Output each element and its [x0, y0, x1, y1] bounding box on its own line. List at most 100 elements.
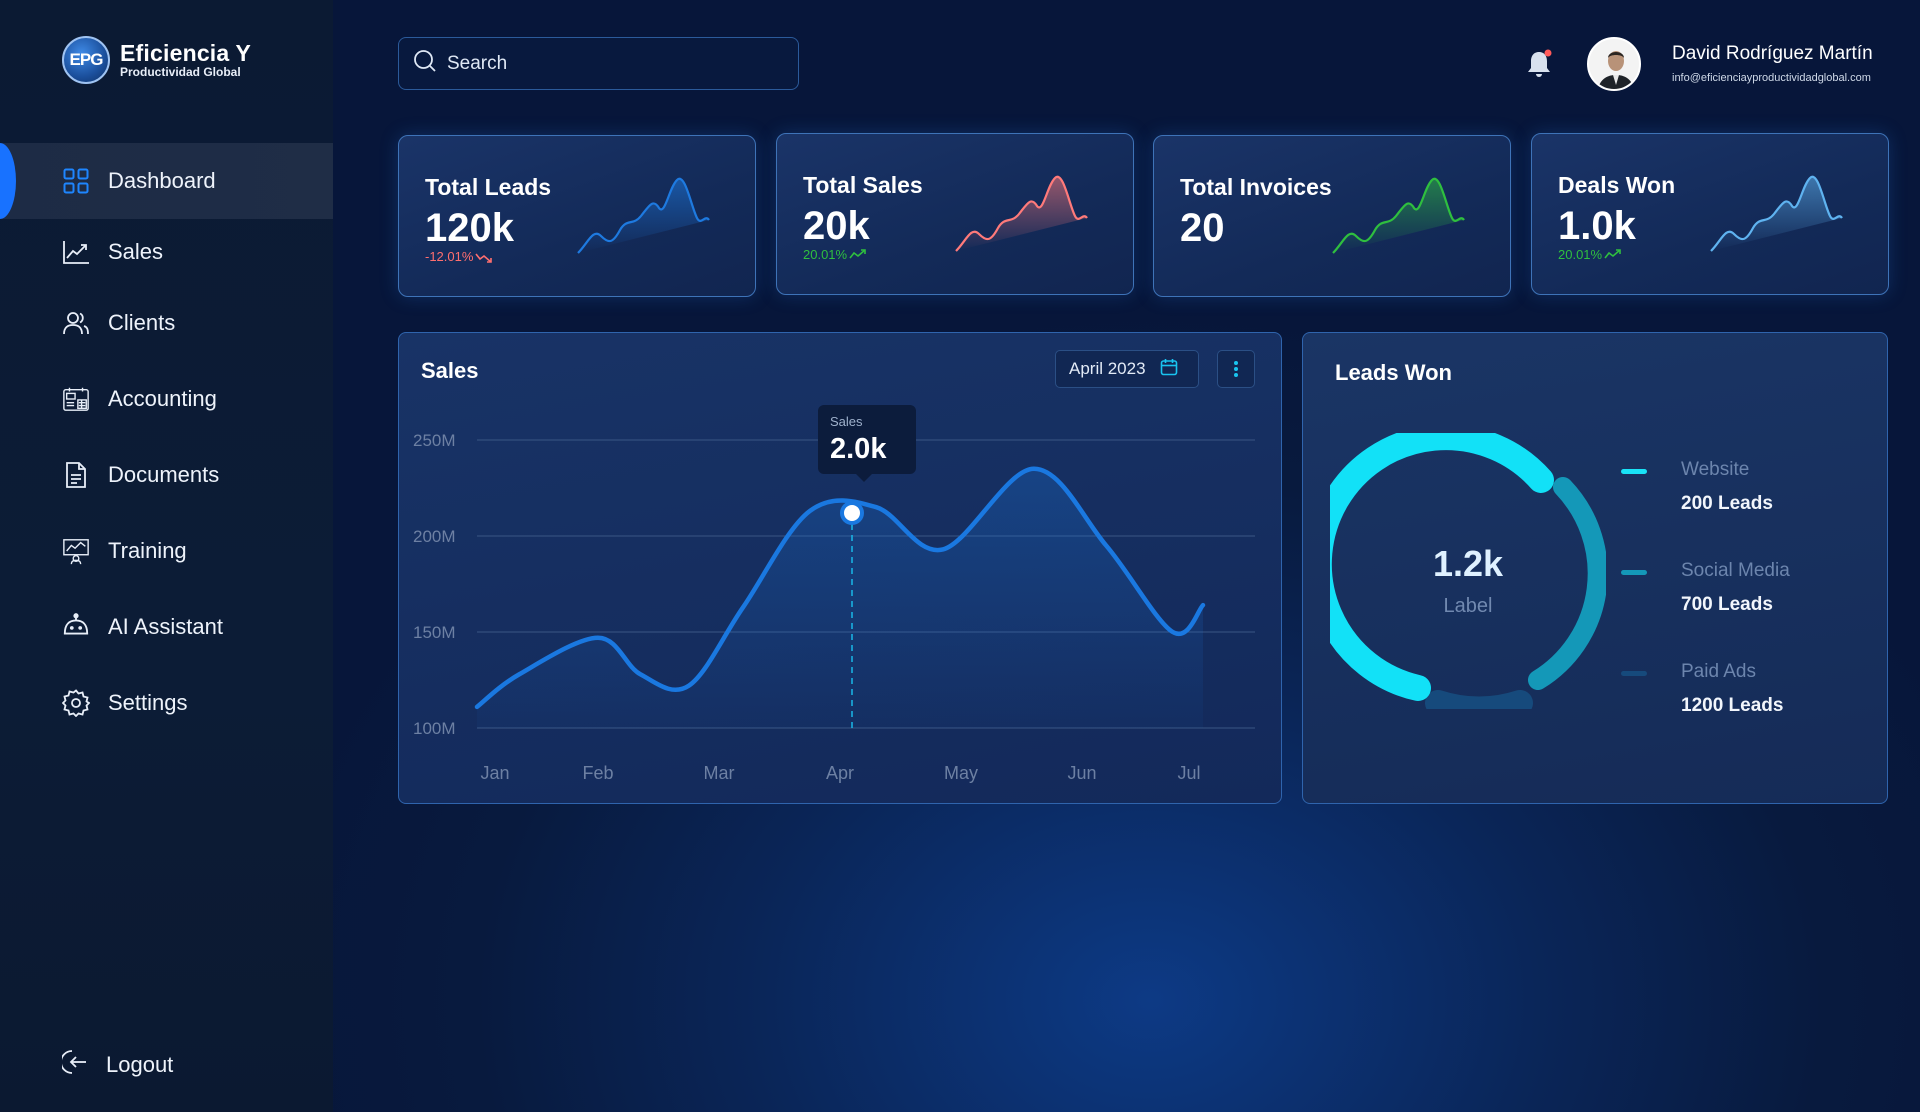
y-tick-label: 250M — [413, 431, 456, 450]
kpi-card-total-invoices[interactable]: Total Invoices 20 — [1153, 135, 1511, 297]
kpi-value: 20 — [1180, 206, 1225, 250]
sidebar-item-training[interactable]: Training — [0, 513, 333, 589]
chart-tooltip: Sales 2.0k — [818, 405, 916, 482]
x-tick-label: Jul — [1177, 763, 1200, 783]
notification-bell[interactable] — [1524, 48, 1554, 80]
y-tick-label: 200M — [413, 527, 456, 546]
sales-chart-panel: 250M 200M 150M 100M Jan Feb Mar Apr May Jun Jul S… — [398, 332, 1282, 804]
kpi-value: 20k — [803, 204, 870, 248]
leads-won-panel: Leads Won 1.2k Label Website 200 Leads S… — [1302, 332, 1888, 804]
trend-chart-icon — [62, 238, 90, 266]
sidebar-item-label: Clients — [108, 310, 176, 335]
sidebar-item-label: Documents — [108, 462, 220, 487]
sidebar-item-sales[interactable]: Sales — [0, 219, 333, 285]
kpi-title: Deals Won — [1558, 172, 1676, 198]
sidebar-item-ai-assistant[interactable]: AI Assistant — [0, 589, 333, 665]
sidebar-item-settings[interactable]: Settings — [0, 665, 333, 741]
users-icon — [62, 309, 90, 337]
brand-logo[interactable]: EPG Eficiencia Y Productividad Global — [62, 36, 251, 84]
donut-center-label: Label — [1443, 595, 1493, 617]
sidebar: EPG Eficiencia Y Productividad Global Da… — [0, 0, 333, 1112]
sidebar-item-label: AI Assistant — [108, 614, 223, 639]
tooltip-label: Sales — [830, 414, 863, 429]
sales-title: Sales — [421, 358, 479, 383]
x-tick-label: Apr — [826, 763, 854, 783]
avatar[interactable] — [1587, 37, 1641, 91]
donut-center-value: 1.2k — [1432, 543, 1504, 584]
calendar-icon — [1160, 358, 1178, 381]
sidebar-item-label: Dashboard — [108, 168, 216, 193]
logout-button[interactable]: Logout — [60, 1048, 174, 1082]
notification-dot — [1544, 49, 1552, 57]
grid-icon — [62, 167, 90, 195]
sidebar-item-accounting[interactable]: Accounting — [0, 361, 333, 437]
document-icon — [62, 461, 90, 489]
kpi-title: Total Leads — [425, 174, 552, 200]
sidebar-item-label: Sales — [108, 239, 164, 264]
sales-line — [474, 466, 1206, 710]
search-icon — [413, 49, 437, 78]
user-email: info@eficienciayproductividadglobal.com — [1672, 72, 1871, 84]
date-label: April 2023 — [1069, 359, 1146, 378]
sidebar-item-clients[interactable]: Clients — [0, 285, 333, 361]
sidebar-item-documents[interactable]: Documents — [0, 437, 333, 513]
leads-title: Leads Won — [1335, 360, 1452, 385]
legend-swatch — [1621, 671, 1647, 676]
y-tick-label: 100M — [413, 719, 456, 738]
x-tick-label: Jan — [480, 763, 509, 783]
user-name: David Rodríguez Martín — [1672, 43, 1873, 64]
kpi-delta-text: -12.01% — [425, 249, 474, 264]
x-tick-label: Jun — [1067, 763, 1096, 783]
trend-up-icon — [849, 248, 866, 258]
kpi-delta-text: 20.01% — [1558, 247, 1603, 262]
kpi-delta: -12.01% — [425, 249, 493, 264]
kpi-sparkline — [955, 175, 1088, 252]
trend-up-icon — [1604, 248, 1621, 258]
sales-area — [477, 468, 1203, 728]
kpi-title: Total Sales — [803, 172, 923, 198]
legend-name: Website — [1681, 459, 1750, 480]
sidebar-item-label: Accounting — [108, 386, 217, 411]
sidebar-item-label: Settings — [108, 690, 188, 715]
legend-swatch — [1621, 570, 1647, 575]
trend-down-icon — [475, 253, 493, 263]
gear-icon — [62, 689, 90, 717]
bell-icon — [1528, 49, 1552, 77]
more-vertical-icon — [1234, 361, 1238, 377]
logo-mark: EPG — [62, 36, 110, 84]
search-input[interactable] — [447, 52, 777, 75]
user-photo — [1589, 39, 1639, 89]
leads-donut-chart: 1.2k Label — [1305, 424, 1608, 723]
brand-subtitle: Productividad Global — [120, 65, 241, 79]
kpi-delta-text: 20.01% — [803, 247, 848, 262]
tooltip-value: 2.0k — [830, 433, 887, 465]
sales-line-chart: 250M 200M 150M 100M Jan Feb Mar Apr May Jun Jul — [413, 431, 1255, 783]
search-box[interactable] — [398, 37, 799, 90]
legend-value: 1200 Leads — [1681, 695, 1784, 716]
x-tick-label: Feb — [582, 763, 613, 783]
legend-value: 200 Leads — [1681, 493, 1773, 514]
kpi-title: Total Invoices — [1180, 174, 1332, 200]
kpi-card-total-sales[interactable]: Total Sales 20k 20.01% — [776, 133, 1134, 295]
donut-segment-paid-ads — [1425, 690, 1533, 723]
donut-segment-website — [1305, 424, 1554, 701]
kpi-sparkline — [1710, 175, 1843, 252]
legend-name: Social Media — [1681, 560, 1790, 581]
kpi-value: 120k — [425, 206, 514, 250]
kpi-value: 1.0k — [1558, 204, 1636, 248]
kpi-card-total-leads[interactable]: Total Leads 120k -12.01% — [398, 135, 756, 297]
kpi-delta: 20.01% — [1558, 247, 1622, 262]
brand-name: Eficiencia Y — [120, 40, 252, 66]
logout-label: Logout — [106, 1052, 174, 1077]
date-picker-button[interactable]: April 2023 — [1055, 350, 1199, 388]
kpi-card-deals-won[interactable]: Deals Won 1.0k 20.01% — [1531, 133, 1889, 295]
donut-segment-social-media — [1528, 477, 1608, 690]
more-options-button[interactable] — [1217, 350, 1255, 388]
kpi-sparkline — [1332, 177, 1465, 254]
x-tick-label: Mar — [704, 763, 735, 783]
sidebar-item-dashboard[interactable]: Dashboard — [0, 143, 333, 219]
x-tick-label: May — [944, 763, 978, 783]
legend-value: 700 Leads — [1681, 594, 1773, 615]
legend-swatch — [1621, 469, 1647, 474]
sidebar-nav: Dashboard Sales Clients — [0, 143, 333, 741]
